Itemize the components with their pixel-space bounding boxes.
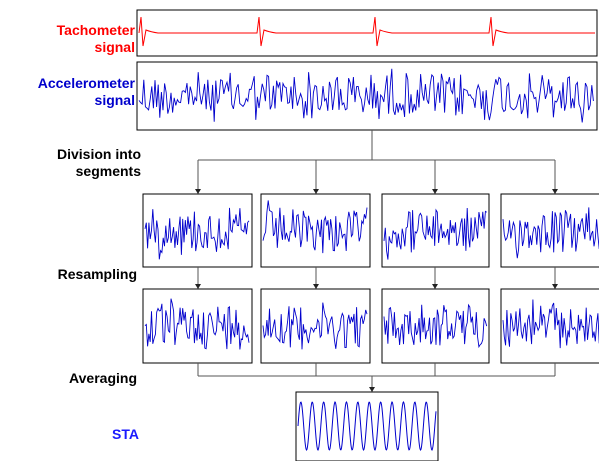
arrow-head: [552, 189, 558, 194]
tachometer-label-line2: signal: [94, 39, 135, 55]
segment-box-2: [260, 193, 371, 268]
sta-box: [295, 391, 439, 461]
accelerometer-waveform: [138, 68, 594, 123]
tachometer-label: Tachometer signal: [57, 22, 135, 56]
division-arrow-4: [552, 160, 558, 194]
arrow-head: [313, 284, 319, 289]
division-arrow-3: [432, 160, 438, 194]
sta-waveform: [297, 401, 437, 451]
averaging-label: Averaging: [69, 370, 137, 386]
accelerometer-label-line1: Accelerometer: [37, 75, 135, 91]
resampling-arrow-2: [313, 267, 319, 289]
division-label-line1: Division into: [57, 146, 141, 162]
resampled-waveform-2: [262, 302, 368, 350]
resampled-waveform-3: [383, 303, 488, 349]
accelerometer-label: Accelerometer signal: [38, 75, 135, 109]
segment-waveform-1: [144, 207, 250, 260]
resampling-arrow-4: [552, 267, 558, 289]
arrow-head: [369, 387, 375, 392]
resampling-arrow-3: [432, 267, 438, 289]
division-label-line2: segments: [75, 163, 141, 179]
sta-label: STA: [112, 426, 139, 442]
resampling-arrow-1: [195, 267, 201, 289]
arrow-head: [313, 189, 319, 194]
resampling-label: Resampling: [57, 266, 137, 282]
accelerometer-label-line2: signal: [94, 92, 135, 108]
arrow-head: [552, 284, 558, 289]
division-arrow-1: [195, 160, 201, 194]
averaging-arrow: [369, 376, 375, 392]
division-arrow-2: [313, 160, 319, 194]
resampled-waveform-1: [144, 298, 250, 350]
segment-box-4: [500, 193, 599, 268]
segment-waveform-4: [502, 207, 599, 259]
arrow-head: [432, 189, 438, 194]
segment-waveform-3: [383, 207, 487, 260]
resampled-box-4: [500, 288, 599, 364]
segment-waveform-2: [262, 200, 368, 254]
arrow-head: [195, 284, 201, 289]
resampled-waveform-4: [502, 299, 599, 349]
division-label: Division into segments: [57, 146, 141, 180]
arrow-head: [195, 189, 201, 194]
resampled-box-2: [260, 288, 371, 364]
arrow-head: [432, 284, 438, 289]
tachometer-label-line1: Tachometer: [56, 22, 135, 38]
tachometer-waveform: [138, 16, 595, 47]
